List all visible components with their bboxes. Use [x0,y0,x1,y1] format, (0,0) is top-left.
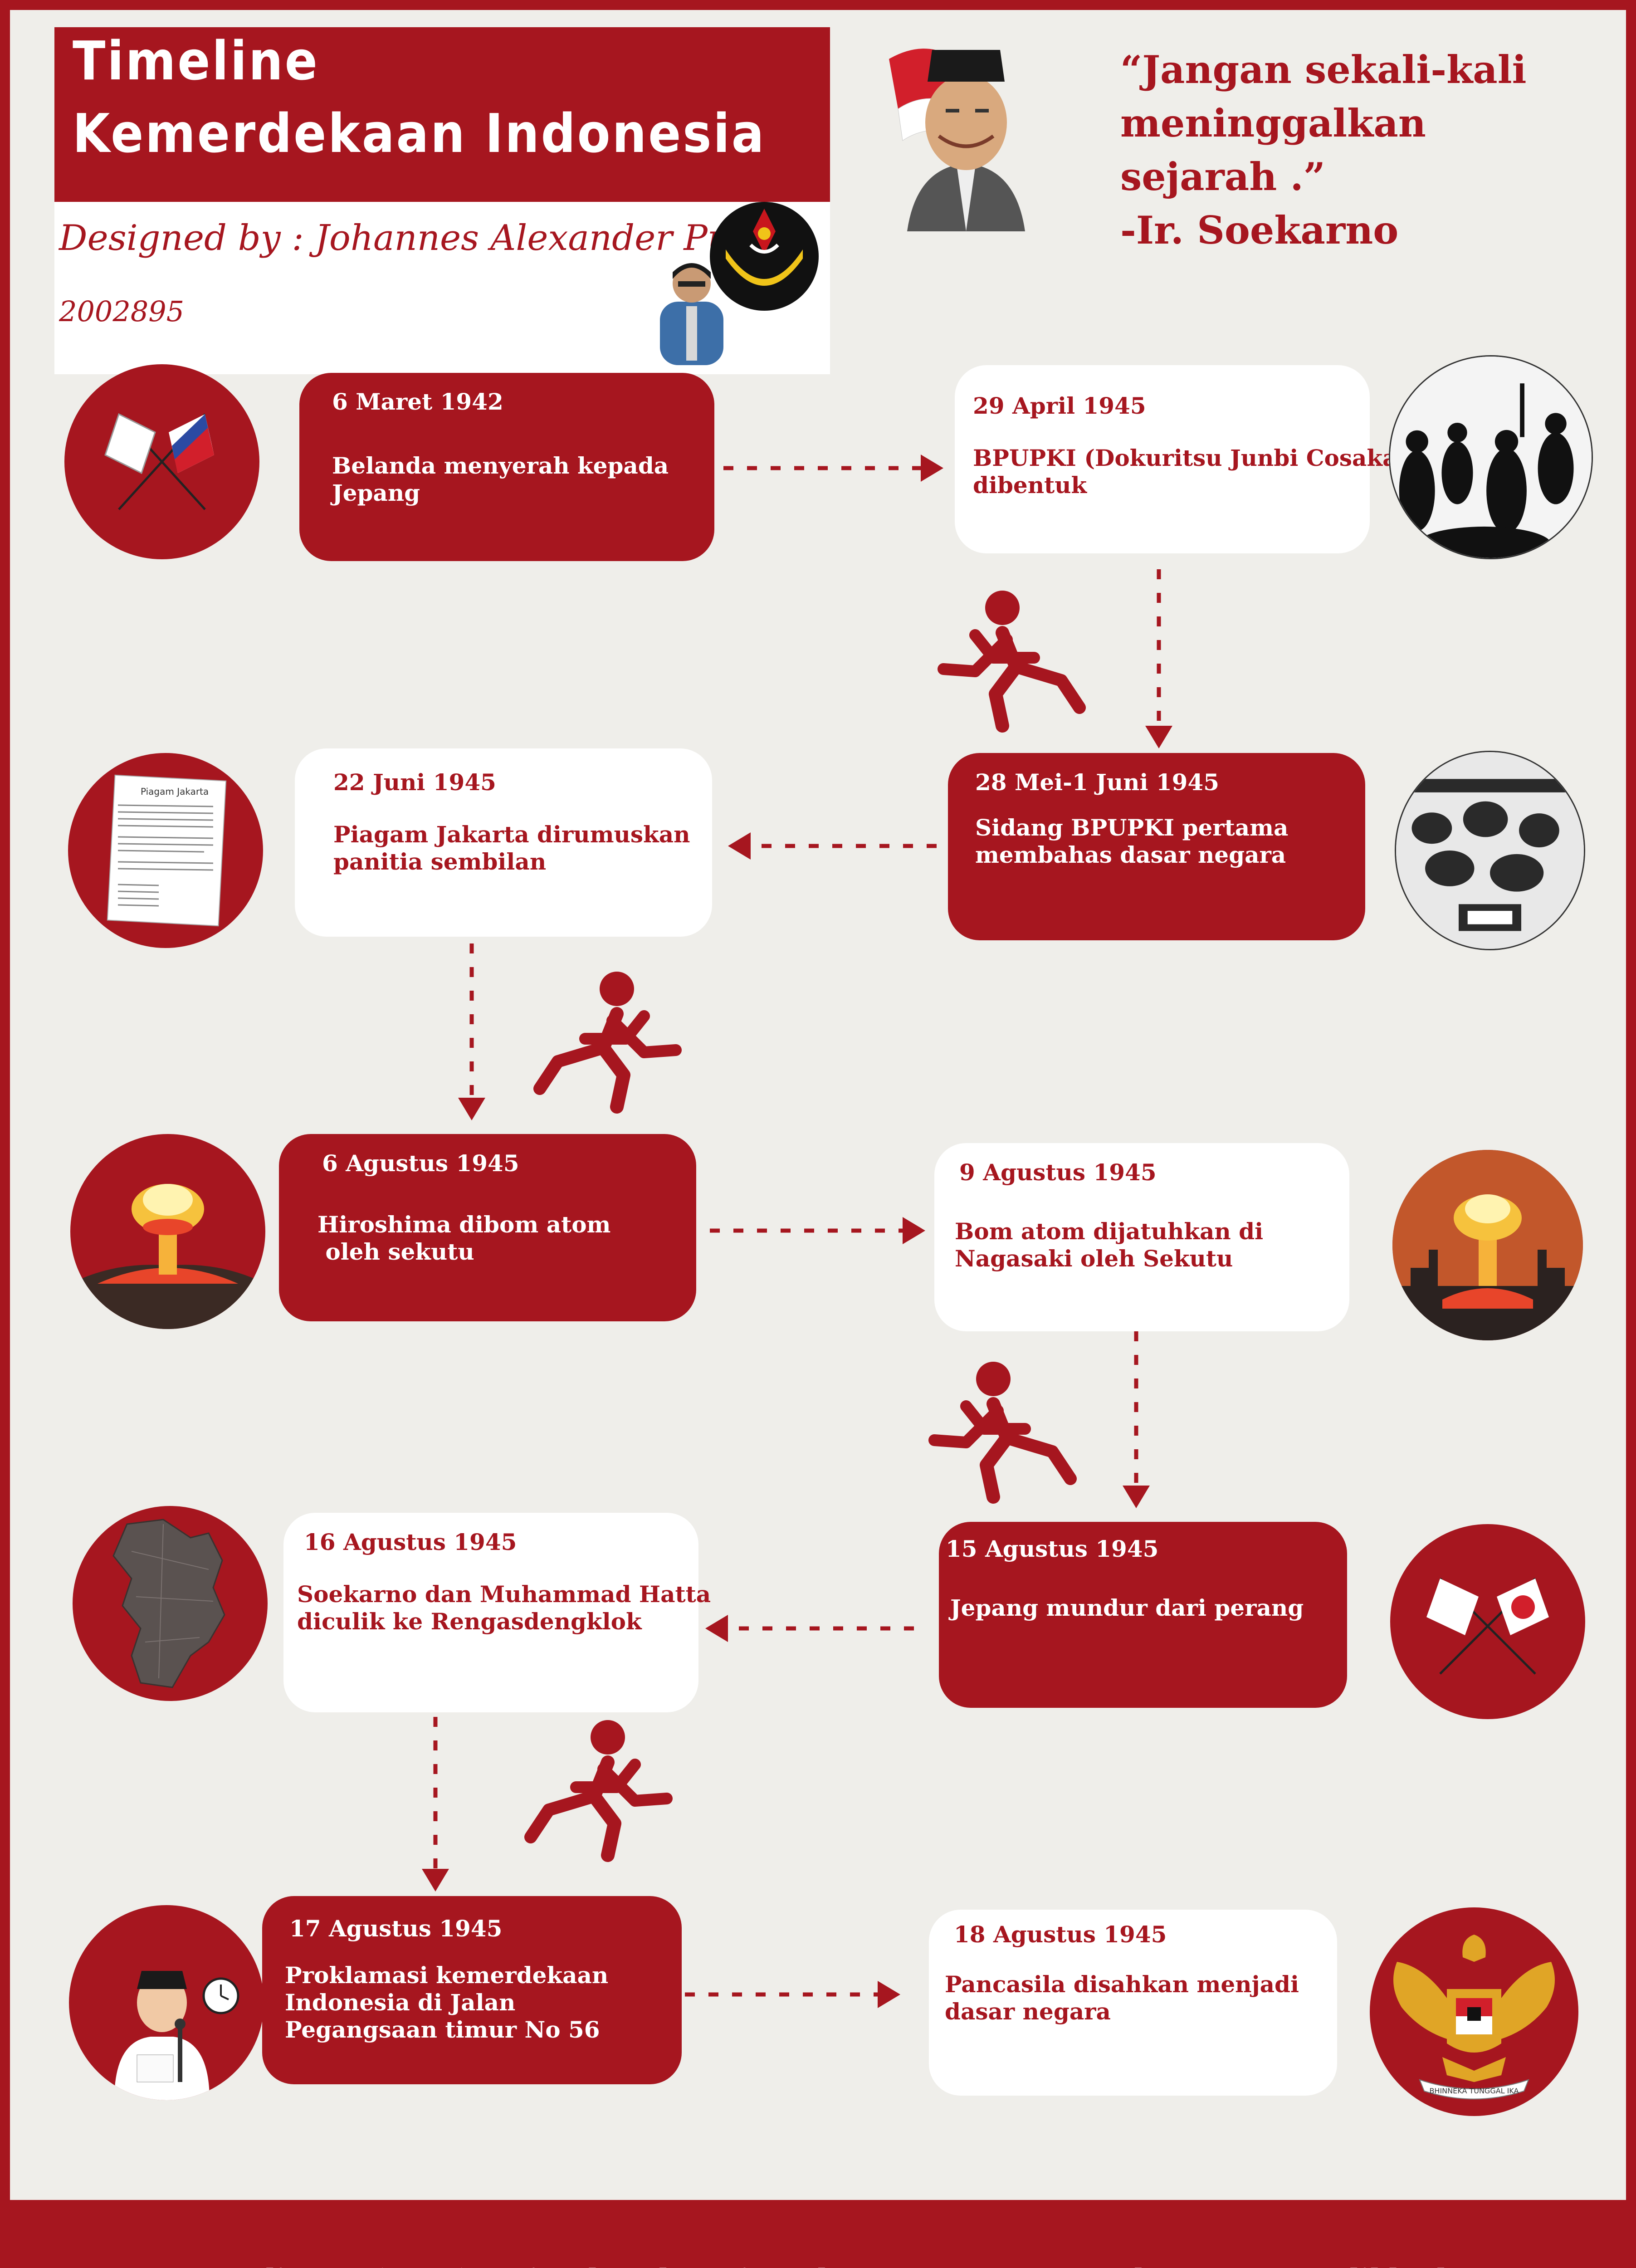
event-date: 17 Agustus 1945 [289,1915,503,1942]
event-description: Piagam Jakarta dirumuskan panitia sembila… [333,821,690,875]
event-description: BPUPKI (Dokuritsu Junbi Cosakai) dibentuk [973,445,1417,499]
event-description: Belanda menyerah kepada Jepang [332,452,669,506]
designer-credit: Designed by : Johannes Alexander Putra [59,218,783,259]
rengasdengklok-map-icon [73,1506,268,1701]
event-date: 6 Agustus 1945 [322,1150,519,1177]
event-card-2: 29 April 1945 BPUPKI (Dokuritsu Junbi Co… [955,365,1416,553]
quote-line: sejarah .” [1120,154,1326,199]
title-bar [54,27,830,202]
citation-text: AM, Sardiman. (2017). Sejarah Indonesia … [0,2263,1636,2268]
event-date: 16 Agustus 1945 [304,1529,517,1555]
document-heading: Piagam Jakarta [141,786,209,797]
crossed-flags-japan-icon [1390,1524,1585,1719]
emblem-motto: BHINNEKA TUNGGAL IKA [1429,2087,1519,2095]
piagam-jakarta-document-icon: Piagam Jakarta [68,753,263,948]
event-description: Soekarno dan Muhammad Hatta diculik ke Re… [297,1581,711,1635]
event-card-8: 16 Agustus 1945 Soekarno dan Muhammad Ha… [283,1513,711,1712]
quote-author: -Ir. Soekarno [1120,208,1399,253]
event-date: 29 April 1945 [973,392,1146,419]
garuda-pancasila-icon: BHINNEKA TUNGGAL IKA [1370,1907,1578,2116]
event-description: Proklamasi kemerdekaan Indonesia di Jalan… [285,1962,609,2043]
quote-block: “Jangan sekali-kali meninggalkan sejarah… [1120,43,1527,257]
page-title-line2: Kemerdekaan Indonesia [73,102,766,165]
event-card-3: 28 Mei-1 Juni 1945 Sidang BPUPKI pertama… [948,753,1365,940]
student-id: 2002895 [59,295,185,328]
event-description: Hiroshima dibom atom oleh sekutu [317,1211,611,1265]
event-card-7: 15 Agustus 1945 Jepang mundur dari peran… [939,1522,1347,1708]
quote-line: meninggalkan [1120,101,1426,146]
running-figure-icon [531,1720,667,1855]
university-logo [708,200,821,313]
designer-photo [651,247,733,365]
event-description: Bom atom dijatuhkan di Nagasaki oleh Seku… [955,1218,1264,1272]
running-figure-icon [943,591,1079,726]
event-date: 28 Mei-1 Juni 1945 [975,769,1220,796]
running-figure-icon [540,972,676,1107]
event-description: Sidang BPUPKI pertama membahas dasar nega… [975,814,1289,868]
bpupki-photo [1389,355,1593,559]
footer-bar [0,2200,1636,2268]
event-description: Jepang mundur dari perang [950,1594,1304,1621]
event-card-10: 18 Agustus 1945 Pancasila disahkan menja… [929,1910,1337,2096]
running-figure-icon [934,1362,1070,1497]
proclamation-speech-icon [69,1905,264,2100]
quote-line: “Jangan sekali-kali [1120,47,1527,92]
soekarno-portrait [889,32,1039,231]
event-date: 6 Maret 1942 [332,388,503,415]
event-description: Pancasila disahkan menjadi dasar negara [945,1971,1299,2025]
event-date: 22 Juni 1945 [333,769,496,796]
event-date: 18 Agustus 1945 [954,1921,1167,1948]
event-card-9: 17 Agustus 1945 Proklamasi kemerdekaan In… [262,1896,682,2084]
nagasaki-bomb-icon [1392,1150,1583,1340]
crossed-flags-netherlands-icon [64,364,259,559]
hiroshima-bomb-icon [70,1134,265,1329]
page-title-line1: Timeline [73,29,319,92]
event-date: 9 Agustus 1945 [959,1159,1157,1186]
event-card-6: 9 Agustus 1945 Bom atom dijatuhkan di Nag… [934,1143,1349,1331]
event-date: 15 Agustus 1945 [946,1535,1159,1562]
event-card-4: 22 Juni 1945 Piagam Jakarta dirumuskan pa… [295,748,712,937]
event-card-5: 6 Agustus 1945 Hiroshima dibom atom oleh… [279,1134,696,1321]
bpupki-session-photo [1395,751,1585,950]
event-card-1: 6 Maret 1942 Belanda menyerah kepada Jepa… [299,373,714,561]
